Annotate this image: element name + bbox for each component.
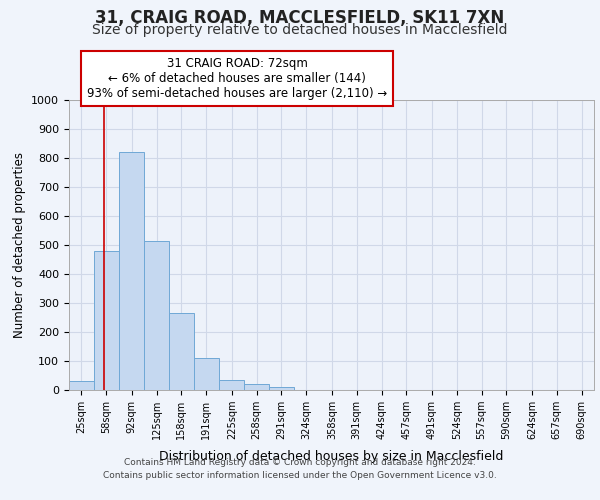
Bar bbox=[169, 313, 194, 390]
Bar bbox=[69, 382, 94, 390]
Bar bbox=[269, 387, 294, 390]
Bar bbox=[144, 240, 169, 390]
Bar bbox=[244, 384, 269, 390]
Text: Size of property relative to detached houses in Macclesfield: Size of property relative to detached ho… bbox=[92, 23, 508, 37]
Text: Contains public sector information licensed under the Open Government Licence v3: Contains public sector information licen… bbox=[103, 472, 497, 480]
Text: 31 CRAIG ROAD: 72sqm
← 6% of detached houses are smaller (144)
93% of semi-detac: 31 CRAIG ROAD: 72sqm ← 6% of detached ho… bbox=[87, 57, 387, 100]
Bar bbox=[194, 358, 218, 390]
X-axis label: Distribution of detached houses by size in Macclesfield: Distribution of detached houses by size … bbox=[160, 450, 503, 464]
Text: 31, CRAIG ROAD, MACCLESFIELD, SK11 7XN: 31, CRAIG ROAD, MACCLESFIELD, SK11 7XN bbox=[95, 8, 505, 26]
Bar bbox=[94, 251, 119, 390]
Text: Contains HM Land Registry data © Crown copyright and database right 2024.: Contains HM Land Registry data © Crown c… bbox=[124, 458, 476, 467]
Bar bbox=[119, 152, 144, 390]
Y-axis label: Number of detached properties: Number of detached properties bbox=[13, 152, 26, 338]
Bar bbox=[220, 380, 244, 390]
